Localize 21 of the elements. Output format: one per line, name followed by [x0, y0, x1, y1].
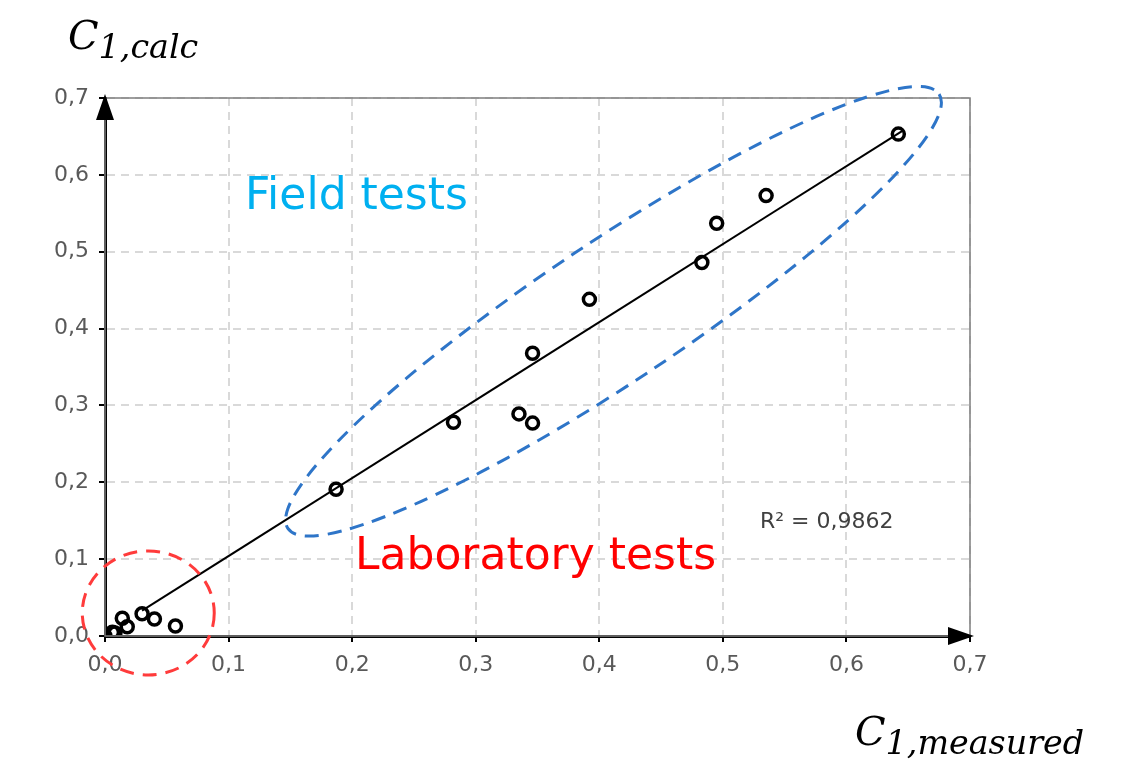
y-tick-label: 0,7 — [54, 83, 89, 109]
x-tick-label: 0,4 — [581, 650, 617, 676]
x-tick-label: 0,1 — [211, 650, 247, 676]
x-tick-label: 0,6 — [828, 650, 864, 676]
annotation: Laboratory tests — [355, 528, 717, 579]
y-tick-label: 0,4 — [54, 314, 89, 340]
annotation: Field tests — [245, 168, 468, 219]
x-tick-label: 0,2 — [334, 650, 370, 676]
y-tick-label: 0,2 — [54, 468, 89, 493]
y-tick-label: 0,3 — [54, 391, 89, 417]
y-tick-label: 0,6 — [54, 160, 89, 186]
y-axis-title: C$_{1,calc}$ — [68, 12, 199, 66]
y-tick-label: 0,5 — [54, 237, 89, 263]
x-tick-label: 0,5 — [705, 650, 741, 676]
annotation: R² = 0,9862 — [760, 508, 894, 533]
x-axis-title: C$_{1,measured}$ — [855, 708, 1085, 762]
x-tick-label: 0,7 — [952, 650, 988, 676]
y-tick-label: 0,0 — [54, 621, 89, 647]
x-tick-label: 0,0 — [87, 650, 123, 676]
y-tick-label: 0,1 — [54, 544, 89, 570]
x-tick-label: 0,3 — [458, 650, 494, 676]
